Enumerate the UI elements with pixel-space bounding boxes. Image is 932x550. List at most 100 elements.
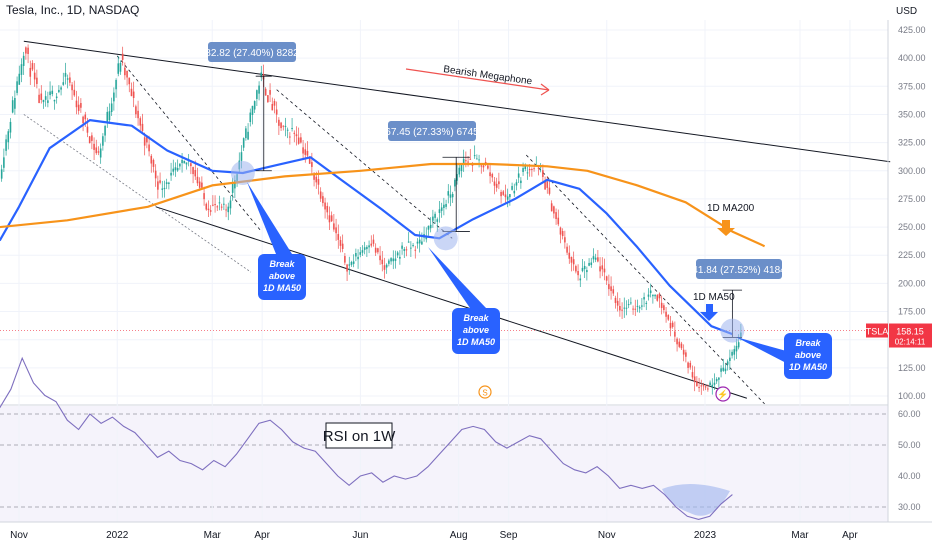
candle-body (707, 388, 709, 390)
time-tick-label: Jun (352, 530, 368, 541)
candle-body (330, 215, 333, 222)
ticker-symbol: TSLA (866, 327, 889, 337)
candle-body (656, 295, 659, 301)
candle-body (77, 104, 80, 111)
time-tick-label: 2022 (106, 530, 129, 541)
candle-body (64, 72, 67, 77)
candle-body (682, 349, 685, 355)
candle-body (333, 223, 335, 230)
candle-body (341, 243, 344, 249)
candle-body (306, 150, 309, 156)
candle-body (300, 137, 302, 143)
candle-body (724, 368, 727, 372)
candle-body (570, 256, 573, 263)
rsi-tick-label: 30.00 (898, 502, 921, 512)
candle-body (124, 67, 126, 76)
price-tick-label: 425.00 (898, 25, 926, 35)
candle-body (16, 81, 18, 93)
candle-body (214, 204, 216, 206)
rsi-band (662, 483, 730, 516)
candle-body (722, 367, 725, 371)
ma50-label: 1D MA50 (693, 292, 735, 303)
candle-body (150, 155, 153, 164)
candle-body (581, 267, 584, 272)
candle-body (671, 322, 674, 327)
time-tick-label: Nov (10, 530, 28, 541)
candle-body (271, 103, 274, 111)
price-tick-label: 175.00 (898, 307, 926, 317)
candle-body (462, 158, 465, 165)
candle-body (99, 148, 102, 158)
candle-body (605, 276, 608, 281)
candle-body (511, 186, 513, 190)
candle-body (183, 160, 186, 164)
candle-body (240, 152, 243, 161)
candle-body (480, 165, 483, 167)
candle-body (638, 307, 641, 309)
ma200-arrow (717, 220, 735, 236)
ticker-price-badge (889, 323, 932, 348)
candle-body (491, 174, 494, 178)
candle-body (273, 101, 276, 106)
candle-body (691, 372, 694, 378)
candle-body (0, 169, 3, 179)
candle-body (399, 256, 401, 259)
candle-body (506, 196, 509, 200)
candle-body (614, 297, 617, 303)
candle-body (718, 377, 720, 380)
candle-body (198, 181, 201, 188)
candle-body (264, 88, 267, 96)
price-tick-label: 375.00 (898, 81, 926, 91)
candle-body (390, 258, 392, 262)
candle-body (205, 203, 208, 210)
candle-body (643, 297, 645, 300)
candle-body (641, 305, 643, 307)
candle-body (172, 168, 175, 172)
candle-body (93, 143, 95, 150)
candle-body (658, 293, 661, 299)
candle-body (528, 169, 531, 171)
candle-body (313, 173, 315, 180)
candle-body (249, 112, 252, 122)
candle-body (401, 245, 403, 249)
measure-2-label-bg (388, 121, 476, 141)
candle-body (361, 250, 364, 253)
trendlines (23, 40, 891, 405)
candle-body (135, 106, 137, 115)
candle-body (680, 343, 683, 349)
candle-body (159, 180, 161, 183)
break-callout-3-text-3: 1D MA50 (789, 362, 827, 372)
candle-body (630, 302, 632, 304)
candle-body (434, 213, 436, 218)
candle-body (575, 266, 577, 272)
candle-body (451, 193, 454, 198)
candle-body (418, 239, 421, 244)
candle-body (425, 236, 428, 240)
candle-body (660, 302, 663, 309)
candle-body (176, 167, 179, 171)
candle-body (60, 87, 62, 90)
gridlines (0, 20, 888, 522)
candle-body (7, 131, 10, 143)
candle-body (674, 331, 676, 337)
break-callout-3-text-2: above (795, 350, 821, 360)
candle-body (315, 176, 318, 183)
price-tick-label: 100.00 (898, 391, 926, 401)
candle-body (157, 181, 159, 190)
candle-body (234, 180, 236, 189)
candle-body (726, 361, 729, 365)
candle-body (113, 92, 115, 102)
candle-body (526, 172, 529, 174)
measure-1-label: 82.82 (27.40%) 8282 (205, 48, 299, 59)
candle-body (421, 241, 423, 245)
candle-body (141, 123, 144, 131)
break-highlight-circle (230, 161, 255, 186)
candle-body (427, 225, 430, 230)
candle-body (179, 163, 181, 167)
break-callout-2-text-3: 1D MA50 (457, 337, 495, 347)
megaphone-upper-line (23, 40, 891, 163)
candle-body (588, 262, 590, 266)
candle-body (489, 172, 491, 177)
downtrend-dash-line-2 (276, 89, 453, 239)
